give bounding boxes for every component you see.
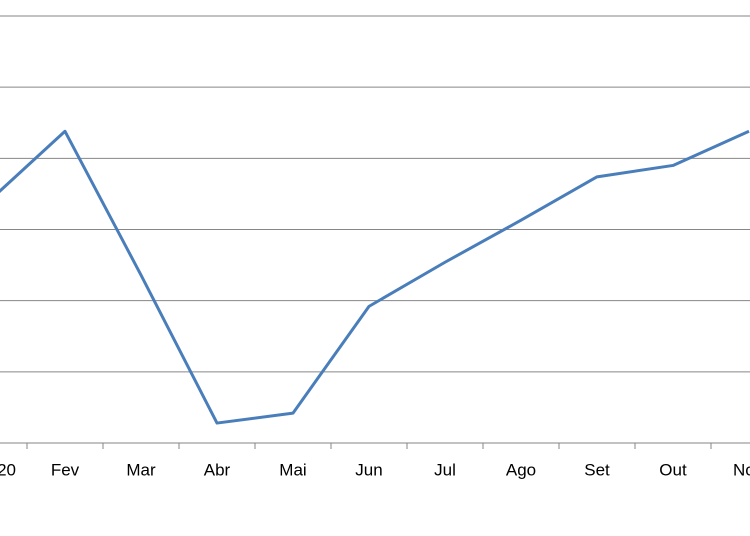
x-tick-label: No <box>733 460 750 479</box>
x-tick-label: Mai <box>279 460 306 479</box>
x-tick-label: Abr <box>204 460 231 479</box>
x-tick-label: Jul <box>434 460 456 479</box>
x-tick-label: Fev <box>51 460 80 479</box>
x-tick-label: Ago <box>506 460 536 479</box>
x-tick-label: 20 <box>0 460 16 479</box>
x-tick-label: Mar <box>126 460 156 479</box>
x-tick-label: Out <box>659 460 687 479</box>
line-series <box>0 129 750 425</box>
x-tick-label: Jun <box>355 460 382 479</box>
x-tick-label: Set <box>584 460 610 479</box>
